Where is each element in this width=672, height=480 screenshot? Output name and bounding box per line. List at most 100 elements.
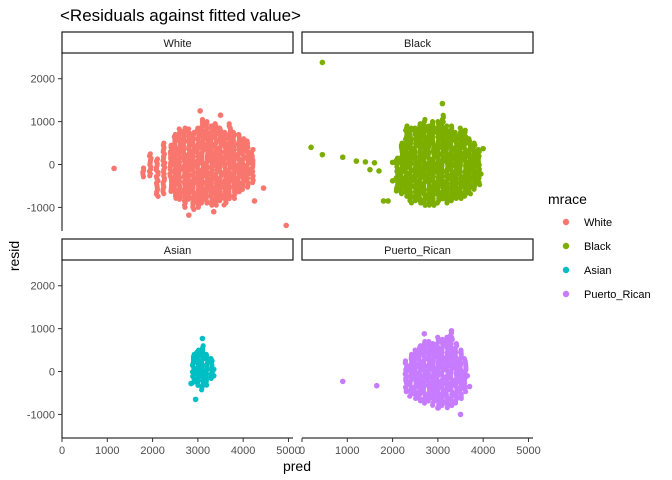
data-point: [339, 154, 346, 161]
data-point: [389, 178, 396, 184]
data-point: [283, 222, 290, 229]
facet-puerto-rican: Puerto_Rican: [301, 238, 534, 418]
x-tick-label: 3000: [426, 445, 450, 457]
facet-white: White: [61, 31, 294, 229]
y-tick-label: 2000: [31, 74, 55, 86]
data-point: [371, 160, 378, 166]
data-point: [147, 173, 153, 179]
legend-item: White: [562, 217, 612, 229]
data-point: [439, 100, 446, 107]
data-point: [453, 195, 459, 201]
legend-label: White: [584, 217, 612, 229]
x-tick-label: 0: [59, 445, 65, 457]
data-point: [199, 387, 205, 393]
data-point: [407, 393, 413, 399]
data-point: [398, 191, 405, 197]
facet-asian: Asian: [61, 238, 294, 403]
facet-strip-label: Black: [404, 38, 431, 50]
data-point: [188, 380, 194, 387]
data-point: [425, 398, 431, 404]
data-point: [140, 174, 147, 180]
y-tick-label: 0: [49, 160, 55, 172]
data-point: [444, 200, 450, 206]
data-point: [319, 59, 326, 66]
data-point: [111, 165, 117, 172]
data-point: [462, 193, 468, 199]
data-point: [192, 396, 199, 403]
y-tick-label: 2000: [31, 281, 55, 293]
legend-title: mrace: [548, 191, 587, 207]
legend-label: Asian: [584, 265, 612, 277]
data-point: [231, 195, 238, 201]
facet-strip: [301, 31, 534, 54]
data-point: [403, 389, 409, 395]
facet-strip: [61, 31, 294, 54]
data-point: [221, 202, 227, 208]
legend-key: [562, 290, 570, 298]
data-point: [412, 198, 418, 204]
data-point: [389, 159, 396, 166]
data-point: [199, 335, 206, 342]
data-point: [203, 382, 210, 388]
data-point: [210, 366, 217, 373]
y-tick-label: 1000: [31, 324, 55, 336]
data-point: [198, 200, 205, 206]
data-point: [373, 382, 380, 389]
data-point: [339, 378, 346, 385]
data-point: [422, 202, 428, 208]
data-point: [435, 405, 441, 411]
data-point: [249, 179, 256, 186]
data-point: [393, 188, 399, 194]
x-tick-label: 5000: [276, 445, 300, 457]
data-point: [417, 398, 423, 404]
x-tick-label: 2000: [380, 445, 404, 457]
data-point: [466, 383, 473, 390]
data-point: [457, 411, 464, 418]
data-point: [380, 198, 387, 204]
scatter-points: [111, 108, 290, 229]
x-tick-label: 0: [299, 445, 305, 457]
y-tick-label: -1000: [27, 409, 55, 421]
legend-key: [562, 266, 570, 274]
data-point: [195, 204, 201, 210]
data-point: [210, 208, 217, 215]
data-point: [448, 327, 455, 334]
data-point: [260, 185, 267, 191]
scatter-points: [308, 59, 486, 208]
facet-strip: [301, 238, 534, 261]
data-point: [191, 206, 197, 212]
data-point: [353, 158, 360, 164]
data-point: [226, 195, 232, 202]
x-tick-label: 4000: [471, 445, 495, 457]
y-tick-label: -1000: [27, 202, 55, 214]
data-point: [434, 200, 440, 206]
axes: -1000 0 1000 2000 -1000 0 1000 2000 0 1000 2000 300…: [27, 53, 541, 457]
data-point: [452, 400, 459, 406]
facet-strip: [61, 238, 294, 261]
data-point: [458, 395, 464, 402]
x-tick-label: 5000: [516, 445, 540, 457]
data-point: [426, 202, 432, 208]
data-point: [362, 159, 369, 165]
y-tick-label: 0: [49, 367, 55, 379]
data-point: [186, 212, 192, 218]
legend-key: [562, 242, 570, 250]
legend-item: Black: [562, 241, 611, 253]
data-point: [185, 196, 192, 202]
facet-strip-label: Puerto_Rican: [384, 245, 451, 257]
chart-title: <Residuals against fitted value>: [60, 6, 301, 25]
data-point: [308, 144, 314, 151]
data-point: [210, 373, 217, 379]
x-tick-label: 1000: [335, 445, 359, 457]
data-point: [376, 168, 382, 174]
x-tick-label: 1000: [95, 445, 119, 457]
x-tick-label: 2000: [140, 445, 164, 457]
data-point: [217, 112, 224, 118]
data-point: [430, 402, 436, 408]
data-point: [421, 330, 428, 337]
y-tick-label: 1000: [31, 117, 55, 129]
data-point: [213, 202, 219, 208]
data-point: [408, 200, 415, 206]
legend-item: Puerto_Rican: [562, 289, 651, 301]
